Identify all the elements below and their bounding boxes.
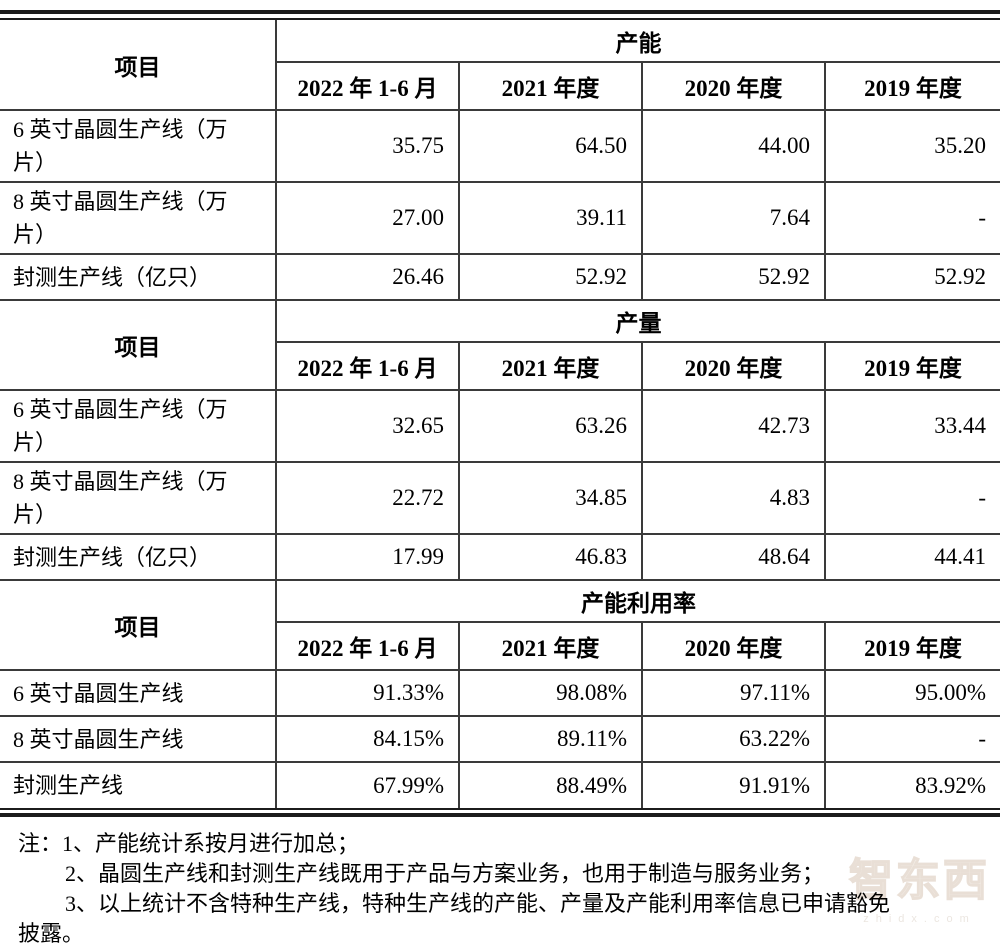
table-row: 项目 产能利用率	[0, 579, 1000, 671]
value-cell: 26.46	[275, 253, 460, 301]
value-cell: 52.92	[641, 253, 826, 301]
value-cell: -	[824, 181, 1000, 255]
value-cell: 97.11%	[641, 669, 826, 717]
value-cell: -	[824, 461, 1000, 535]
row-label: 6 英寸晶圆生产线	[0, 669, 277, 717]
value-cell: 7.64	[641, 181, 826, 255]
item-column-header: 项目	[0, 299, 277, 391]
value-cell: 35.75	[275, 109, 460, 183]
value-cell: 63.26	[458, 389, 643, 463]
value-cell: 39.11	[458, 181, 643, 255]
year-header: 2019 年度	[824, 341, 1000, 391]
table-row: 封测生产线（亿只） 26.46 52.92 52.92 52.92	[0, 253, 1000, 301]
value-cell: 95.00%	[824, 669, 1000, 717]
output-section: 项目 产量 2022 年 1-6 月 2021 年度 2020 年度 2019 …	[0, 299, 1000, 581]
row-label: 8 英寸晶圆生产线（万片）	[0, 461, 277, 535]
year-header: 2020 年度	[641, 621, 826, 671]
item-column-header: 项目	[0, 579, 277, 671]
year-header: 2021 年度	[458, 341, 643, 391]
watermark-domain-text: zhidx.com	[863, 913, 976, 925]
value-cell: 91.33%	[275, 669, 460, 717]
row-label: 封测生产线（亿只）	[0, 253, 277, 301]
row-label: 6 英寸晶圆生产线（万片）	[0, 109, 277, 183]
table-row: 2022 年 1-6 月 2021 年度 2020 年度 2019 年度	[0, 621, 1000, 671]
value-cell: 44.00	[641, 109, 826, 183]
footnote-line: 注：1、产能统计系按月进行加总；	[18, 831, 360, 856]
value-cell: 89.11%	[458, 715, 643, 763]
document-page: 项目 产能 2022 年 1-6 月 2021 年度 2020 年度 2019 …	[0, 10, 1000, 946]
table-row: 项目 产量	[0, 299, 1000, 391]
table-row: 6 英寸晶圆生产线（万片） 35.75 64.50 44.00 35.20	[0, 109, 1000, 183]
value-cell: 33.44	[824, 389, 1000, 463]
table-row: 项目 产能	[0, 20, 1000, 111]
value-cell: 84.15%	[275, 715, 460, 763]
item-column-header: 项目	[0, 20, 277, 111]
year-header: 2019 年度	[824, 61, 1000, 111]
table-top-double-border	[0, 10, 1000, 20]
table-row: 2022 年 1-6 月 2021 年度 2020 年度 2019 年度	[0, 341, 1000, 391]
group-header-output: 产量	[275, 299, 1000, 343]
value-cell: 64.50	[458, 109, 643, 183]
value-cell: 32.65	[275, 389, 460, 463]
value-cell: 17.99	[275, 533, 460, 581]
footnote-line: 3、以上统计不含特种生产线，特种生产线的产能、产量及产能利用率信息已申请豁免	[65, 891, 891, 916]
site-watermark: 智东西 zhidx.com	[848, 844, 990, 925]
group-header-capacity: 产能	[275, 20, 1000, 63]
row-label: 封测生产线	[0, 761, 277, 808]
watermark-logo-text: 智东西	[848, 855, 990, 906]
capacity-section: 项目 产能 2022 年 1-6 月 2021 年度 2020 年度 2019 …	[0, 20, 1000, 301]
year-header: 2019 年度	[824, 621, 1000, 671]
value-cell: 52.92	[458, 253, 643, 301]
production-stats-table: 项目 产能 2022 年 1-6 月 2021 年度 2020 年度 2019 …	[0, 20, 1000, 808]
year-header: 2020 年度	[641, 341, 826, 391]
value-cell: 48.64	[641, 533, 826, 581]
table-row: 6 英寸晶圆生产线 91.33% 98.08% 97.11% 95.00%	[0, 669, 1000, 717]
table-row: 8 英寸晶圆生产线 84.15% 89.11% 63.22% -	[0, 715, 1000, 763]
table-row: 8 英寸晶圆生产线（万片） 22.72 34.85 4.83 -	[0, 461, 1000, 535]
year-header: 2022 年 1-6 月	[275, 61, 460, 111]
value-cell: 42.73	[641, 389, 826, 463]
year-header: 2020 年度	[641, 61, 826, 111]
utilization-section: 项目 产能利用率 2022 年 1-6 月 2021 年度 2020 年度 20…	[0, 579, 1000, 808]
value-cell: 52.92	[824, 253, 1000, 301]
table-row: 封测生产线（亿只） 17.99 46.83 48.64 44.41	[0, 533, 1000, 581]
value-cell: -	[824, 715, 1000, 763]
year-header: 2021 年度	[458, 621, 643, 671]
year-header: 2022 年 1-6 月	[275, 341, 460, 391]
value-cell: 46.83	[458, 533, 643, 581]
group-header-utilization: 产能利用率	[275, 579, 1000, 623]
value-cell: 35.20	[824, 109, 1000, 183]
year-header: 2021 年度	[458, 61, 643, 111]
row-label: 封测生产线（亿只）	[0, 533, 277, 581]
table-row: 6 英寸晶圆生产线（万片） 32.65 63.26 42.73 33.44	[0, 389, 1000, 463]
value-cell: 63.22%	[641, 715, 826, 763]
value-cell: 91.91%	[641, 761, 826, 808]
value-cell: 4.83	[641, 461, 826, 535]
value-cell: 67.99%	[275, 761, 460, 808]
row-label: 8 英寸晶圆生产线	[0, 715, 277, 763]
value-cell: 27.00	[275, 181, 460, 255]
footnotes: 注：1、产能统计系按月进行加总； 2、晶圆生产线和封测生产线既用于产品与方案业务…	[18, 829, 986, 949]
value-cell: 34.85	[458, 461, 643, 535]
footnote-line: 披露。	[18, 921, 85, 946]
row-label: 6 英寸晶圆生产线（万片）	[0, 389, 277, 463]
table-row: 2022 年 1-6 月 2021 年度 2020 年度 2019 年度	[0, 61, 1000, 111]
value-cell: 88.49%	[458, 761, 643, 808]
value-cell: 98.08%	[458, 669, 643, 717]
footnote-line: 2、晶圆生产线和封测生产线既用于产品与方案业务，也用于制造与服务业务；	[65, 861, 825, 886]
year-header: 2022 年 1-6 月	[275, 621, 460, 671]
row-label: 8 英寸晶圆生产线（万片）	[0, 181, 277, 255]
value-cell: 83.92%	[824, 761, 1000, 808]
value-cell: 22.72	[275, 461, 460, 535]
table-row: 8 英寸晶圆生产线（万片） 27.00 39.11 7.64 -	[0, 181, 1000, 255]
value-cell: 44.41	[824, 533, 1000, 581]
table-bottom-double-border	[0, 808, 1000, 817]
table-row: 封测生产线 67.99% 88.49% 91.91% 83.92%	[0, 761, 1000, 808]
